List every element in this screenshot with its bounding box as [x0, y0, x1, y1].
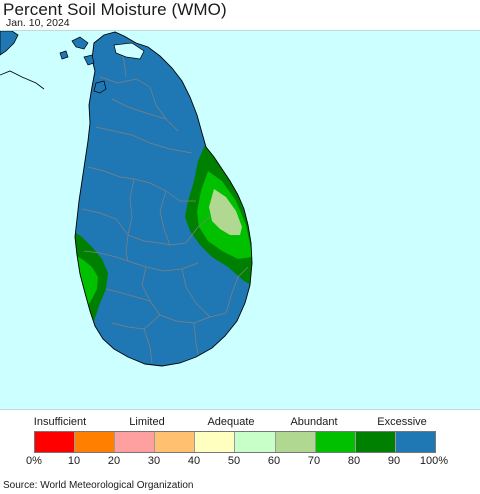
legend-swatch-30-40: [155, 432, 196, 452]
lagoon: [113, 42, 145, 60]
legend-tick-label: 70: [307, 455, 321, 467]
legend-tick-label: 90: [387, 455, 401, 467]
source-credit: Source: World Meteorological Organizatio…: [3, 480, 194, 491]
legend-tick-label: 60: [267, 455, 281, 467]
map-date: Jan. 10, 2024: [6, 17, 70, 29]
legend-swatch-10-20: [75, 432, 116, 452]
legend-tick-label: 10: [67, 455, 81, 467]
legend-swatch-0-10: [35, 432, 76, 452]
legend-swatch-60-70: [275, 432, 316, 452]
india-coast-fragment: [0, 30, 19, 56]
legend-swatch-70-80: [315, 432, 356, 452]
legend-swatch-40-50: [195, 432, 236, 452]
map-panel: [0, 30, 480, 410]
jaffna-islands: [59, 36, 107, 94]
legend-tick-label: 50: [227, 455, 241, 467]
legend-swatch-90-100: [395, 432, 435, 452]
legend-color-bar: [34, 431, 436, 453]
legend-category-adequate: Adequate: [207, 416, 255, 428]
legend-swatch-80-90: [355, 432, 396, 452]
legend-category-excessive: Excessive: [377, 416, 427, 428]
map-title: Percent Soil Moisture (WMO): [3, 0, 227, 19]
legend-tick-label: 40: [187, 455, 201, 467]
district-borders: [81, 44, 249, 364]
india-coastline: [0, 70, 45, 90]
legend-category-insufficient: Insufficient: [33, 416, 87, 428]
sri-lanka-map: [0, 30, 253, 367]
zone-east-coast-60-70: [209, 189, 242, 235]
legend-category-abundant: Abundant: [290, 416, 338, 428]
legend-swatch-50-60: [235, 432, 276, 452]
legend-tick-label: 100%: [419, 455, 449, 467]
legend-tick-label: 20: [107, 455, 121, 467]
legend-tick-label: 30: [147, 455, 161, 467]
coastline: [74, 31, 253, 367]
legend-tick-label: 80: [347, 455, 361, 467]
legend-tick-label: 0%: [26, 455, 42, 467]
legend-category-limited: Limited: [129, 416, 165, 428]
legend-swatch-20-30: [115, 432, 156, 452]
